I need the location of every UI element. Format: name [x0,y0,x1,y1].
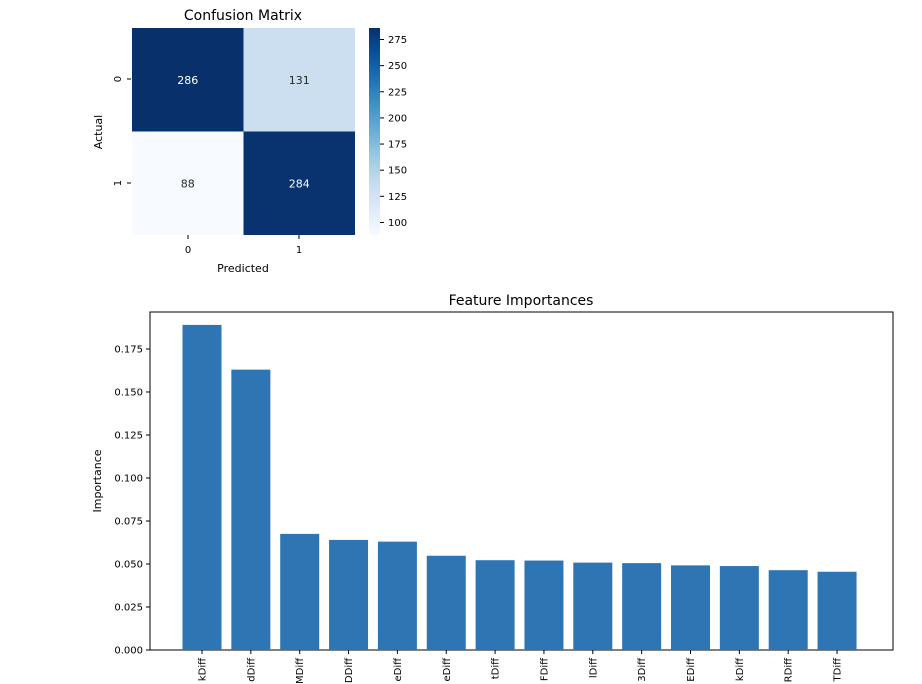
y-tick-label-7: 0.175 [114,344,143,355]
x-tick-label-9: 3Diff [637,657,648,682]
y-tick-label-2: 0.050 [114,559,143,570]
colorbar-tick-label-0: 100 [388,218,407,229]
colorbar-tick-label-5: 225 [388,87,407,98]
x-tick-label-5: eDiff [442,657,453,682]
y-tick-label-0: 0.000 [114,646,143,657]
heatmap-y-axis-label: Actual [92,115,105,149]
bar-1 [231,369,271,650]
bar-10 [671,565,710,650]
x-tick-label-4: eDiff [393,657,404,682]
bar-9 [622,563,662,650]
heatmap-cell-1-1 [243,131,355,235]
heatmap-y-tick-label-0: 0 [113,76,124,82]
bar-8 [573,562,613,650]
colorbar-tick-label-6: 250 [388,61,407,72]
bar-4 [377,541,417,650]
heatmap-x-tick-1: 1 [296,235,302,256]
y-tick-label-1: 0.025 [114,602,143,613]
bar-5 [426,555,466,650]
x-tick-label-12: RDiff [784,657,795,682]
bar-7 [524,560,564,650]
bar-12 [768,570,808,650]
colorbar-ticks: 100 125 150 175 200 225 250 275 [380,35,407,229]
heatmap-cell-0-0 [132,28,244,132]
heatmap-cell-label-1-0: 88 [181,177,195,190]
x-axis-ticks: kDiff dDiff MDiff DDiff eDiff eDiff tDiff FDiff… [198,650,844,684]
colorbar-tick-label-7: 275 [388,35,407,46]
heatmap-cell-label-0-1: 131 [289,74,310,87]
bar-11 [719,566,759,650]
x-tick-label-8: lDiff [588,657,599,678]
x-tick-label-3: DDiff [344,657,355,683]
heatmap-cell-0-1 [243,28,355,132]
heatmap-cells: 286 131 88 284 [132,28,355,235]
feature-importances-title: Feature Importances [449,293,594,309]
heatmap-y-tick-1: 1 [113,180,131,186]
heatmap-x-tick-label-0: 0 [185,245,191,256]
x-tick-label-6: tDiff [491,657,502,679]
bar-13 [817,571,857,650]
y-tick-label-6: 0.150 [114,387,143,398]
heatmap-x-tick-label-1: 1 [296,245,302,256]
bar-y-axis-label: Importance [91,449,104,512]
x-tick-label-7: FDiff [539,657,550,681]
colorbar-tick-label-4: 200 [388,113,407,124]
x-tick-label-0: kDiff [198,657,209,681]
bar-0 [182,324,222,650]
colorbar-tick-label-2: 150 [388,166,407,177]
bar-6 [475,560,515,650]
y-tick-label-4: 0.100 [114,473,143,484]
heatmap-y-tick-label-1: 1 [113,180,124,186]
colorbar-tick-label-1: 125 [388,192,407,203]
bar-2 [280,533,320,650]
heatmap-x-tick-0: 0 [185,235,191,256]
confusion-matrix-title: Confusion Matrix [184,8,302,24]
confusion-matrix-chart: Confusion Matrix 286 131 88 284 0 1 Predict… [92,8,407,275]
x-tick-label-10: EDiff [686,657,697,682]
colorbar [369,28,380,235]
y-axis-ticks: 0.000 0.025 0.050 0.075 0.100 0.125 0.150 0.175 [114,344,150,657]
y-tick-label-3: 0.075 [114,516,143,527]
x-tick-label-2: MDiff [295,657,306,684]
bar-3 [329,539,369,650]
heatmap-x-axis-label: Predicted [217,262,269,275]
x-tick-label-1: dDiff [246,657,257,682]
heatmap-cell-label-1-1: 284 [289,177,310,190]
plot-area-frame [149,311,894,651]
y-tick-label-5: 0.125 [114,430,143,441]
feature-importances-chart: Feature Importances 0.000 0.025 0.050 0.075… [91,293,894,684]
heatmap-cell-label-0-0: 286 [177,74,198,87]
heatmap-cell-1-0 [132,131,244,235]
x-tick-label-13: TDiff [833,657,844,683]
bars [182,324,857,650]
colorbar-tick-label-3: 175 [388,140,407,151]
x-tick-label-11: kDiff [735,657,746,681]
heatmap-y-tick-0: 0 [113,76,131,82]
